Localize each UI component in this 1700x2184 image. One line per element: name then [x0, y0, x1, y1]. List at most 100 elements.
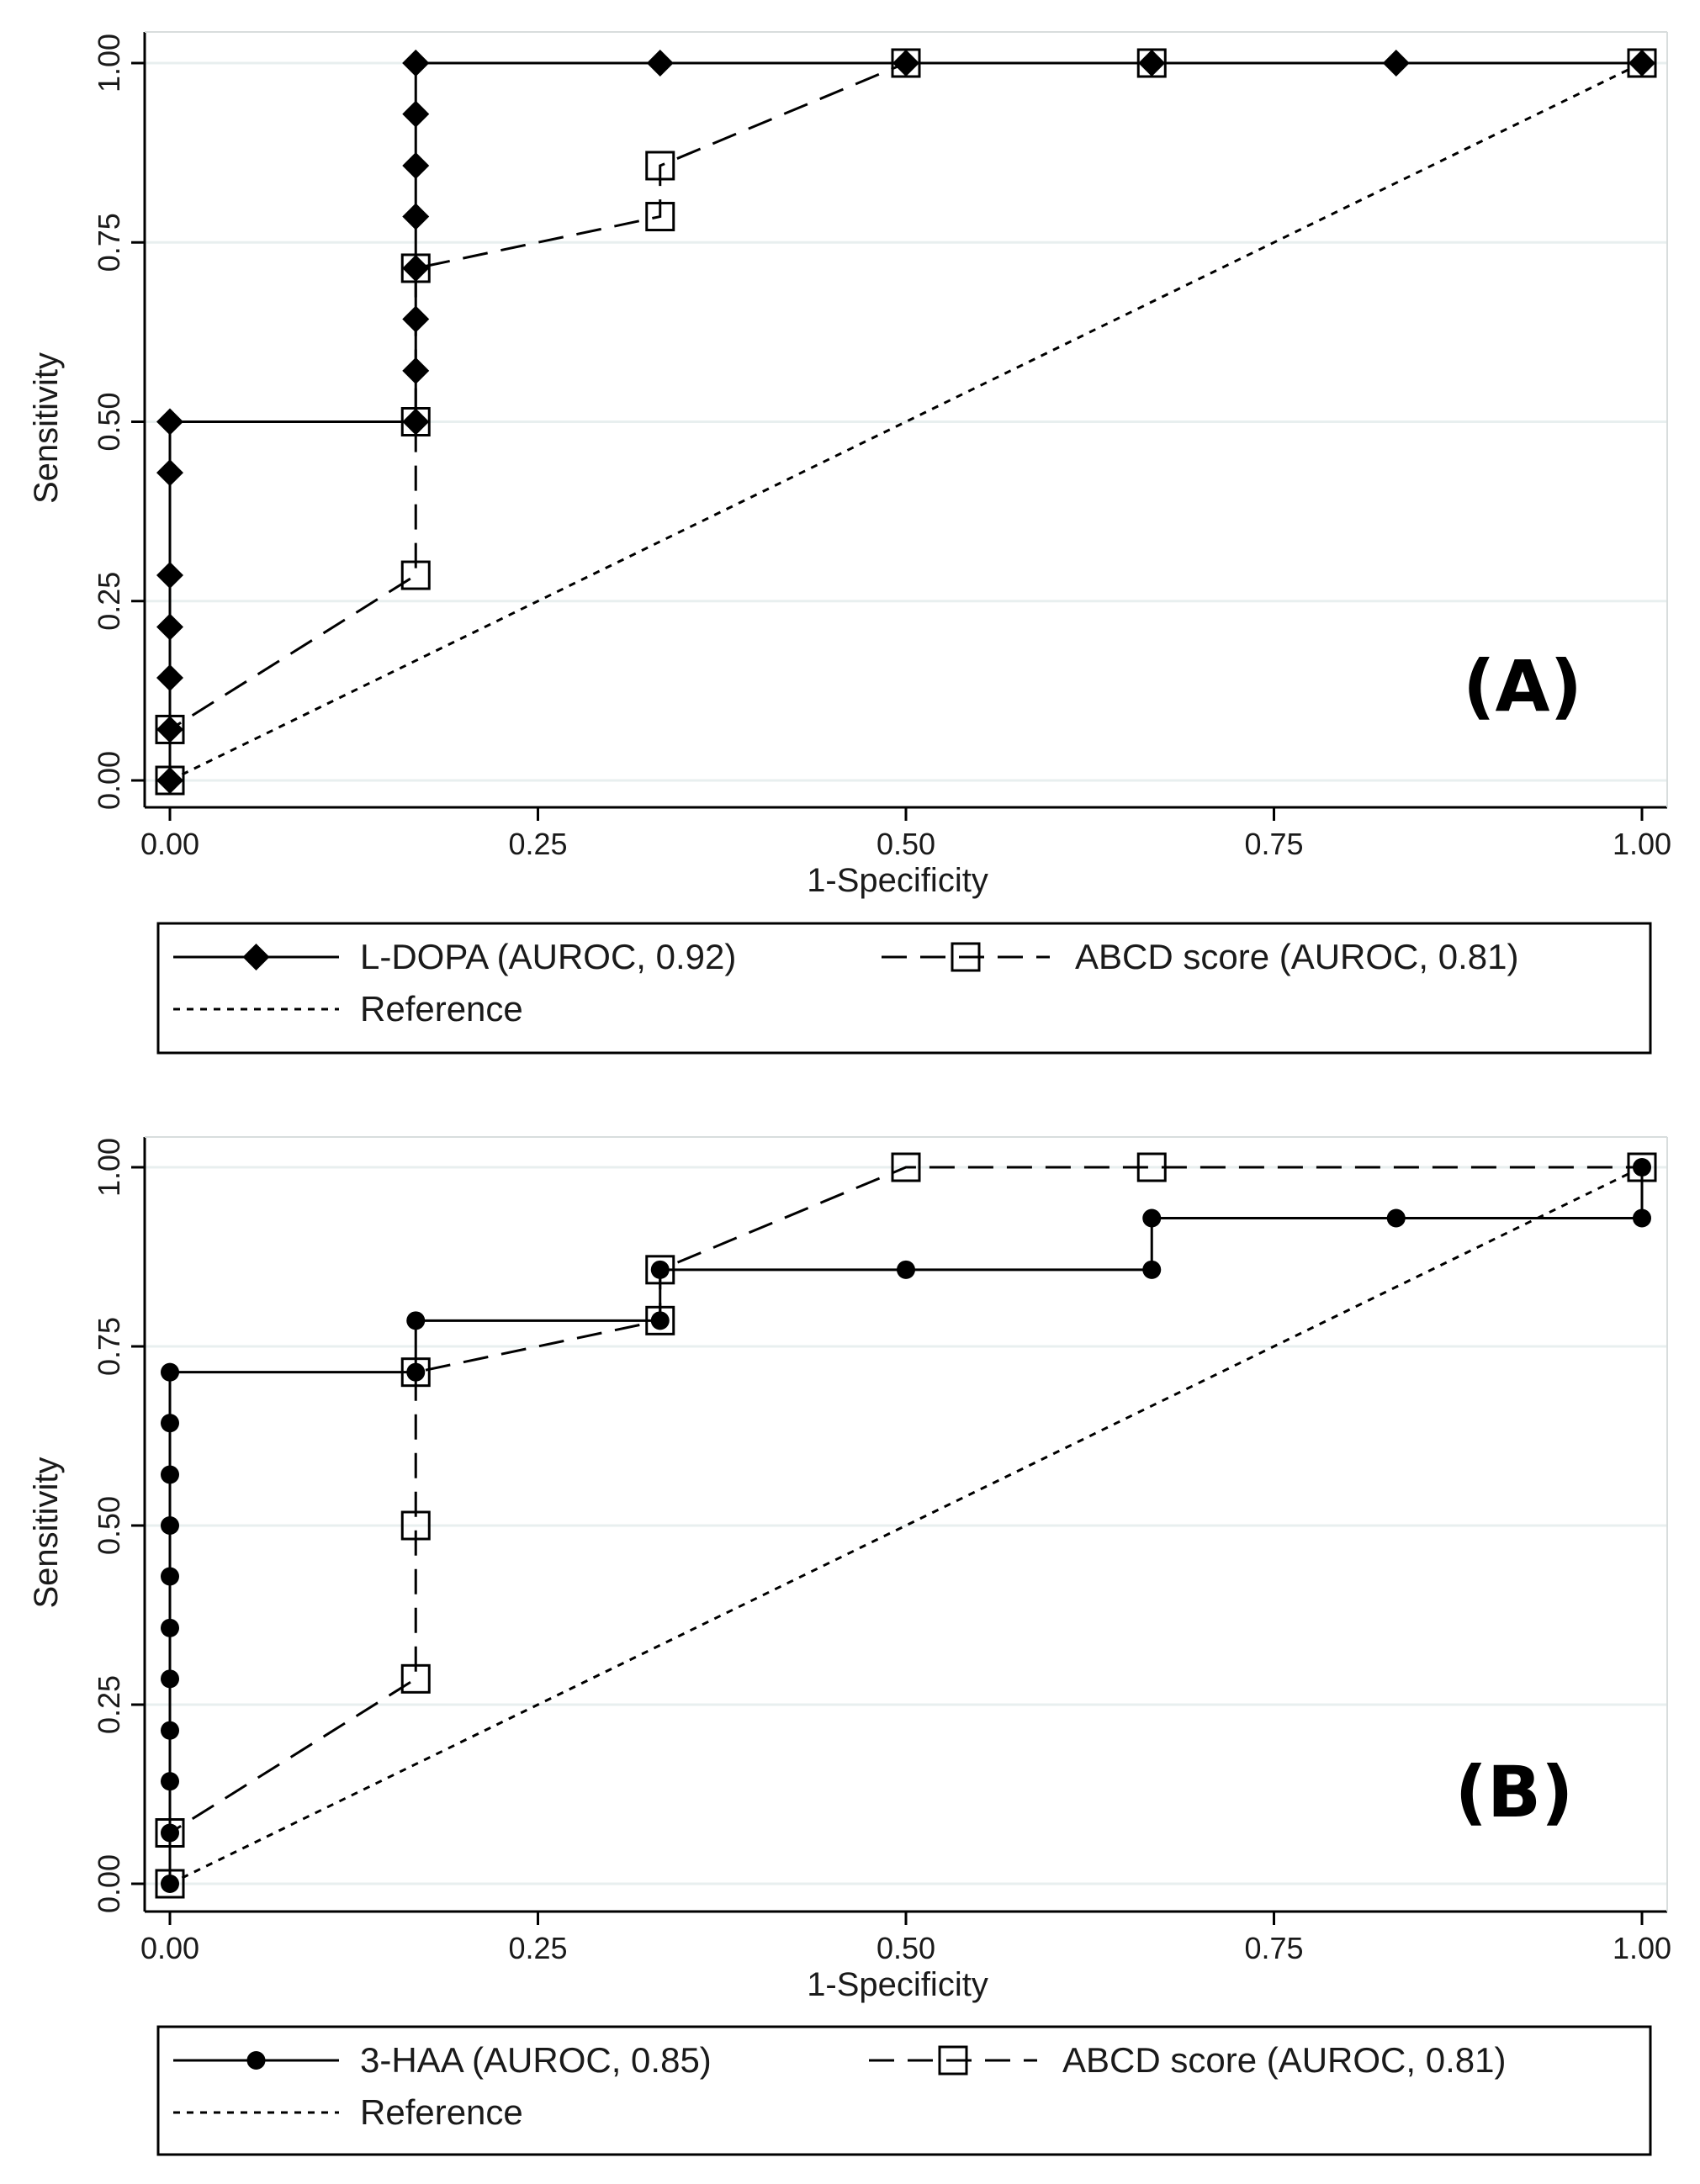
- y-tick-label: 1.00: [92, 1138, 126, 1197]
- primary-data-point: [892, 50, 919, 77]
- x-tick-label: 0.75: [1244, 1931, 1303, 1965]
- primary-data-point: [156, 664, 183, 692]
- series-line-reference: [169, 1166, 1643, 1885]
- legend-label: 3-HAA (AUROC, 0.85): [360, 2040, 712, 2080]
- x-tick-label: 0.25: [508, 827, 567, 861]
- primary-data-point: [402, 408, 430, 436]
- primary-data-point: [1386, 1208, 1406, 1228]
- primary-data-point: [161, 1516, 179, 1535]
- series-line-abcd: [168, 1166, 1642, 1884]
- abcd-data-point: [155, 1869, 185, 1899]
- legend-label: ABCD score (AUROC, 0.81): [1062, 2040, 1506, 2080]
- y-tick-label: 0.75: [92, 1317, 126, 1376]
- abcd-data-point: [645, 1255, 675, 1285]
- legend-label: ABCD score (AUROC, 0.81): [1075, 937, 1518, 976]
- primary-data-point: [406, 1311, 426, 1330]
- abcd-data-point: [400, 560, 431, 590]
- legend-label: Reference: [360, 989, 523, 1029]
- abcd-data-point: [645, 151, 675, 181]
- abcd-data-point: [400, 1357, 431, 1388]
- y-tick-label: 0.25: [92, 572, 126, 631]
- legend-box: [156, 922, 1652, 1055]
- primary-data-point: [1142, 1208, 1162, 1228]
- primary-data-point: [161, 1669, 179, 1689]
- primary-data-point: [402, 357, 430, 384]
- legend-label: Reference: [360, 2092, 523, 2132]
- y-tick-label: 0.75: [92, 213, 126, 272]
- abcd-data-point: [400, 1663, 431, 1694]
- primary-data-point: [156, 408, 183, 436]
- primary-data-point: [1633, 1158, 1651, 1177]
- legend-item-abcd: ABCD score (AUROC, 0.81): [882, 937, 1518, 976]
- legend-swatch-marker: [246, 2051, 266, 2070]
- legend-box: [156, 2025, 1652, 2156]
- primary-data-point: [402, 151, 430, 179]
- primary-data-point: [156, 562, 183, 590]
- x-tick-label: 0.00: [140, 1931, 199, 1965]
- primary-data-point: [406, 1362, 426, 1382]
- abcd-data-point: [645, 1305, 675, 1335]
- primary-data-point: [402, 50, 430, 77]
- primary-data-point: [1142, 1260, 1162, 1279]
- y-tick-label: 1.00: [92, 34, 126, 93]
- legend-item-primary: 3-HAA (AUROC, 0.85): [173, 2040, 712, 2080]
- primary-data-point: [161, 1362, 179, 1382]
- primary-data-point: [1382, 50, 1410, 77]
- primary-data-point: [646, 50, 674, 77]
- primary-data-point: [1629, 50, 1655, 77]
- primary-data-point: [161, 1567, 179, 1586]
- panel-b: 0.00 0.25 0.50 0.75 1.00 0.00 0.25 0.50 0.75 1.00…: [28, 1136, 1671, 2156]
- x-tick-label: 1.00: [1613, 827, 1671, 861]
- primary-data-point: [161, 1875, 179, 1893]
- x-tick-label: 0.75: [1244, 827, 1303, 861]
- primary-data-point: [161, 1772, 179, 1791]
- primary-data-point: [156, 613, 183, 641]
- abcd-data-point: [645, 202, 675, 232]
- primary-data-point: [161, 1618, 179, 1637]
- legend-item-reference: Reference: [173, 2092, 523, 2132]
- legend-swatch-marker: [938, 2045, 968, 2076]
- primary-data-point: [402, 100, 430, 128]
- primary-data-point: [161, 1823, 179, 1843]
- y-tick-label: 0.50: [92, 1496, 126, 1555]
- y-tick-label: 0.00: [92, 1854, 126, 1913]
- primary-data-point: [402, 203, 430, 230]
- primary-data-point: [161, 1721, 179, 1740]
- y-tick-label: 0.50: [92, 392, 126, 451]
- y-tick-label: 0.00: [92, 751, 126, 810]
- primary-data-point: [156, 767, 183, 794]
- primary-data-point: [650, 1260, 670, 1279]
- y-tick-label: 0.25: [92, 1675, 126, 1734]
- primary-data-point: [1633, 1208, 1651, 1228]
- x-tick-label: 0.25: [508, 1931, 567, 1965]
- primary-data-point: [650, 1311, 670, 1330]
- x-axis-title: 1-Specificity: [807, 862, 988, 899]
- panel-label: (A): [1463, 645, 1582, 727]
- series-line-reference: [169, 61, 1643, 782]
- y-axis-title: Sensitivity: [28, 1457, 65, 1608]
- primary-data-point: [402, 254, 430, 282]
- panel-label: (B): [1455, 1751, 1574, 1833]
- primary-data-point: [1138, 50, 1166, 77]
- x-tick-label: 0.50: [876, 827, 935, 861]
- x-axis-title: 1-Specificity: [807, 1966, 988, 2003]
- primary-data-point: [897, 1260, 915, 1279]
- primary-data-point: [161, 1465, 179, 1484]
- abcd-data-point: [1136, 1152, 1167, 1182]
- primary-data-point: [156, 716, 183, 743]
- abcd-data-point: [400, 1510, 431, 1541]
- primary-data-point: [161, 1414, 179, 1433]
- legend-swatch-marker: [242, 944, 270, 970]
- panel-a: 0.00 0.25 0.50 0.75 1.00 0.00 0.25 0.50 0.75 1.00…: [28, 31, 1671, 1055]
- legend-item-reference: Reference: [173, 989, 523, 1029]
- y-axis-title: Sensitivity: [28, 352, 65, 504]
- x-tick-label: 0.50: [876, 1931, 935, 1965]
- primary-data-point: [402, 305, 430, 333]
- legend-item-primary: L-DOPA (AUROC, 0.92): [173, 937, 736, 976]
- primary-data-point: [156, 459, 183, 487]
- abcd-data-point: [1627, 1152, 1657, 1182]
- legend-swatch-marker: [951, 942, 981, 972]
- abcd-data-point: [155, 1818, 185, 1848]
- legend-item-abcd: ABCD score (AUROC, 0.81): [869, 2040, 1506, 2080]
